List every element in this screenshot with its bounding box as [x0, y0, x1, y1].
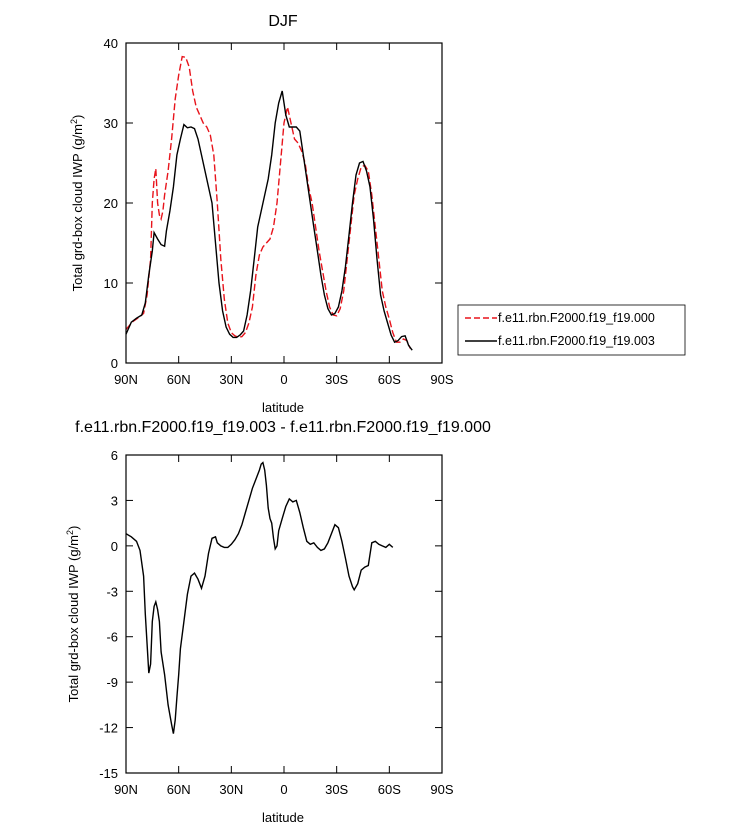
bottom-y-tick-label: 3 [111, 493, 118, 508]
top-x-tick-label: 30N [219, 372, 243, 387]
bottom-y-tick-label: -9 [106, 675, 118, 690]
bottom-x-tick-label: 30S [325, 782, 348, 797]
legend: f.e11.rbn.F2000.f19_f19.000 f.e11.rbn.F2… [457, 304, 686, 356]
bottom-y-ticks: -15 -12 -9 -6 -3 0 3 6 [99, 448, 442, 781]
top-x-axis-label: latitude [262, 400, 304, 415]
top-x-tick-label: 0 [280, 372, 287, 387]
top-y-tick-label: 10 [104, 276, 118, 291]
top-chart-lines [125, 55, 413, 351]
top-x-tick-label: 60N [167, 372, 191, 387]
bottom-x-tick-label: 90N [114, 782, 138, 797]
bottom-y-axis-label: Total grd-box cloud IWP (g/m2) [65, 526, 81, 703]
bottom-y-tick-label: -12 [99, 721, 118, 736]
top-y-axis-label: Total grd-box cloud IWP (g/m2) [69, 115, 85, 292]
top-y-ticks: 0 10 20 30 40 [104, 36, 442, 371]
legend-label-series-003: f.e11.rbn.F2000.f19_f19.003 [498, 334, 655, 348]
bottom-y-tick-label: 0 [111, 539, 118, 554]
top-x-tick-label: 90N [114, 372, 138, 387]
top-x-ticks: 90N 60N 30N 0 30S 60S 90S [114, 43, 454, 387]
top-y-tick-label: 0 [111, 356, 118, 371]
bottom-series-line-0 [125, 461, 394, 734]
top-x-tick-label: 30S [325, 372, 348, 387]
top-series-line-1 [125, 90, 413, 351]
bottom-plot-frame [125, 454, 443, 774]
top-y-tick-label: 20 [104, 196, 118, 211]
top-series-line-0 [125, 55, 412, 349]
bottom-y-tick-label: 6 [111, 448, 118, 463]
top-chart: DJF 90N 60N 30N 0 30S 60S 90S 0 10 20 30 40 latitu… [69, 13, 686, 415]
legend-box [457, 304, 686, 356]
top-plot-frame [125, 42, 443, 364]
bottom-x-tick-label: 0 [280, 782, 287, 797]
bottom-x-tick-label: 90S [430, 782, 453, 797]
top-x-tick-label: 90S [430, 372, 453, 387]
bottom-x-tick-label: 60N [167, 782, 191, 797]
bottom-y-tick-label: -15 [99, 766, 118, 781]
bottom-y-tick-label: -3 [106, 584, 118, 599]
bottom-x-ticks: 90N 60N 30N 0 30S 60S 90S [114, 455, 454, 797]
bottom-chart: f.e11.rbn.F2000.f19_f19.003 - f.e11.rbn.… [65, 419, 491, 825]
top-x-tick-label: 60S [378, 372, 401, 387]
bottom-x-axis-label: latitude [262, 810, 304, 825]
top-y-tick-label: 40 [104, 36, 118, 51]
bottom-y-tick-label: -6 [106, 630, 118, 645]
bottom-chart-lines [125, 461, 394, 734]
legend-label-series-000: f.e11.rbn.F2000.f19_f19.000 [498, 311, 655, 325]
bottom-x-tick-label: 60S [378, 782, 401, 797]
bottom-x-tick-label: 30N [219, 782, 243, 797]
top-chart-title: DJF [268, 13, 298, 30]
top-y-tick-label: 30 [104, 116, 118, 131]
bottom-chart-title: f.e11.rbn.F2000.f19_f19.003 - f.e11.rbn.… [75, 419, 491, 436]
